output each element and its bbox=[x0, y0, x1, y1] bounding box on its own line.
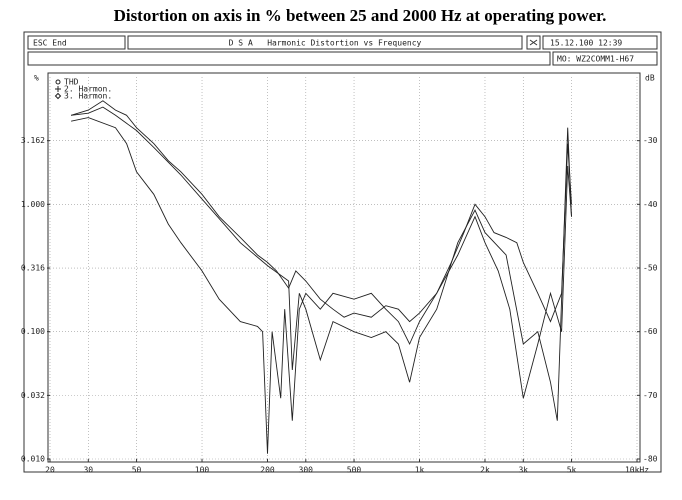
y-tick-label: 1.000 bbox=[21, 200, 45, 209]
y2-tick-label: -80 bbox=[643, 455, 658, 464]
date: 15.12.100 12:39 bbox=[550, 39, 622, 48]
x-tick-label: 200 bbox=[260, 466, 275, 475]
status-box bbox=[27, 51, 551, 66]
window-title-box bbox=[127, 35, 523, 50]
legend-marker bbox=[54, 92, 62, 100]
y2-tick-label: -60 bbox=[643, 327, 658, 336]
model-box bbox=[552, 51, 658, 66]
y2-tick-label: -40 bbox=[643, 200, 658, 209]
window-frame bbox=[23, 31, 662, 473]
y-tick-label: 0.316 bbox=[21, 264, 45, 273]
x-tick-label: 3k bbox=[518, 466, 528, 475]
y2-unit: dB bbox=[645, 74, 655, 83]
date-box bbox=[542, 35, 658, 50]
x-tick-label: 5k bbox=[567, 466, 577, 475]
y-unit: % bbox=[34, 74, 39, 83]
y-tick-label: 0.010 bbox=[21, 455, 45, 464]
x-tick-label: 10kHz bbox=[625, 466, 649, 475]
legend-marker bbox=[55, 79, 61, 85]
x-tick-label: 1k bbox=[415, 466, 425, 475]
y-tick-label: 3.162 bbox=[21, 136, 45, 145]
x-tick-label: 50 bbox=[132, 466, 142, 475]
series-line bbox=[71, 106, 572, 421]
x-tick-label: 20 bbox=[45, 466, 55, 475]
series-line bbox=[70, 100, 572, 323]
esc-label: ESC End bbox=[33, 39, 67, 48]
model: MO: WZ2COMM1-H67 bbox=[557, 55, 634, 64]
x-tick-label: 30 bbox=[83, 466, 93, 475]
x-tick-label: 2k bbox=[480, 466, 490, 475]
chart-title: Distortion on axis in % between 25 and 2… bbox=[114, 6, 607, 25]
esc-box[interactable] bbox=[27, 35, 126, 50]
y-tick-label: 0.100 bbox=[21, 327, 45, 336]
legend-label: THD bbox=[64, 78, 79, 87]
window-title: D S A Harmonic Distortion vs Frequency bbox=[229, 39, 422, 48]
y-tick-label: 0.032 bbox=[21, 391, 45, 400]
series-line bbox=[71, 117, 572, 454]
x-tick-label: 100 bbox=[195, 466, 210, 475]
x-tick-label: 300 bbox=[299, 466, 314, 475]
y2-tick-label: -30 bbox=[643, 136, 658, 145]
y2-tick-label: -70 bbox=[643, 391, 658, 400]
x-tick-label: 500 bbox=[347, 466, 362, 475]
icon bbox=[529, 39, 538, 46]
y2-tick-label: -50 bbox=[643, 264, 658, 273]
legend-marker bbox=[55, 86, 61, 92]
icon-button[interactable] bbox=[526, 35, 541, 50]
